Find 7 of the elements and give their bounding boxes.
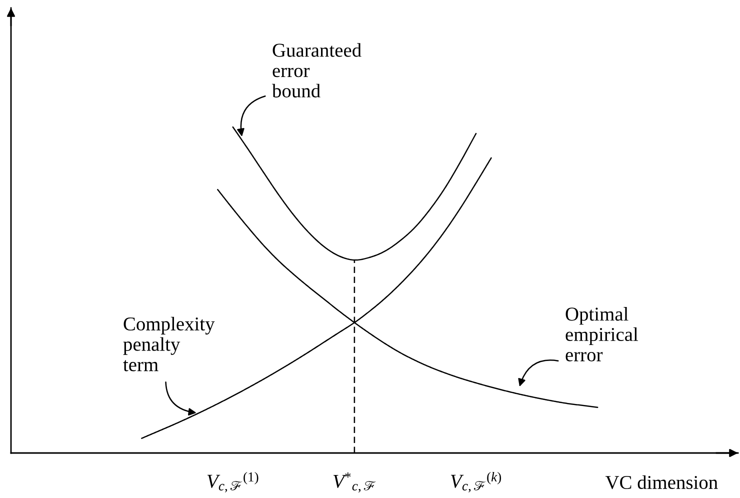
- x-tick-label: V$_{c,ℱ}$$^{(k)}$: [450, 472, 502, 492]
- annotation: Optimal empirical error: [566, 307, 638, 362]
- x-tick-label: V$^{*}$$_{c,ℱ}$: [333, 472, 376, 492]
- annotation: Complexity penalty term: [123, 316, 215, 372]
- x-tick-label: V$_{c,ℱ}$$^{(1)}$: [207, 472, 258, 492]
- x-axis-title: VC dimension: [605, 475, 718, 490]
- text: Guaranteed error bound: [272, 43, 362, 98]
